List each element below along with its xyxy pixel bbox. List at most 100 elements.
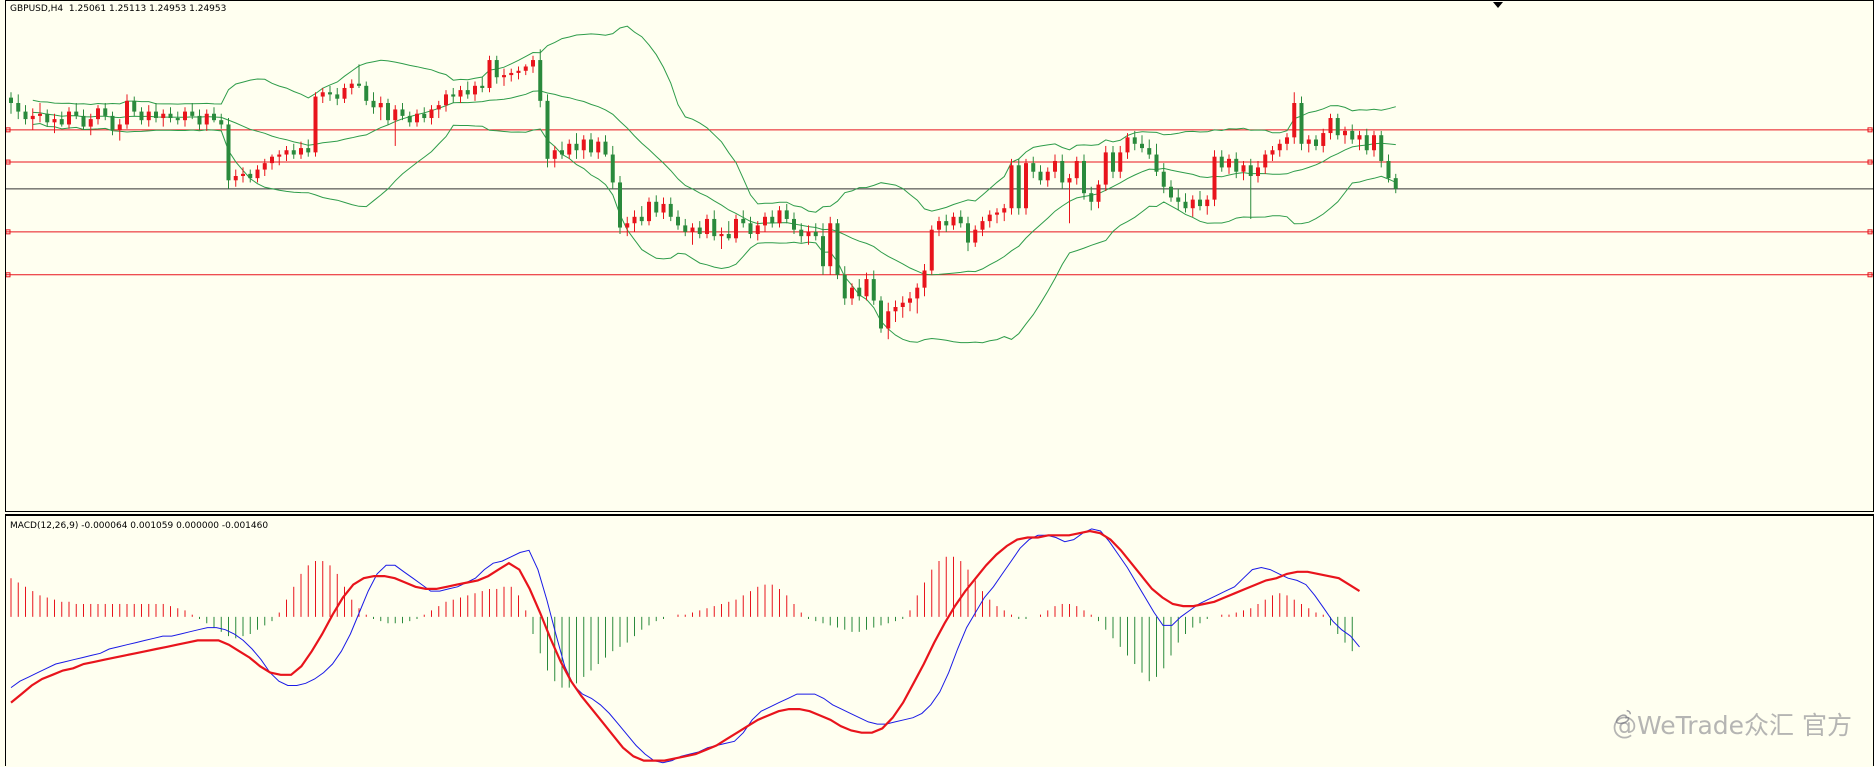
candle — [1350, 124, 1355, 144]
candle — [763, 212, 767, 232]
candle-body — [1024, 163, 1028, 209]
candle — [632, 210, 637, 232]
candle — [1009, 158, 1014, 215]
candle-body — [386, 103, 390, 121]
candle-body — [204, 113, 209, 125]
candle — [821, 223, 825, 275]
candle — [23, 105, 28, 125]
candle-body — [545, 100, 550, 159]
candle — [16, 94, 21, 120]
candle — [741, 210, 746, 228]
candle-body — [233, 176, 238, 181]
candle — [661, 197, 666, 219]
candle-body — [922, 270, 927, 288]
candle — [284, 145, 289, 161]
candle-body — [639, 216, 644, 222]
candle-body — [980, 221, 985, 230]
candle-body — [262, 163, 267, 170]
candle-body — [770, 216, 775, 224]
macd-pane[interactable]: MACD(12,26,9) -0.000064 0.001059 0.00000… — [5, 515, 1874, 766]
candle-body — [299, 148, 303, 155]
candle-body — [1118, 152, 1123, 172]
candle — [436, 100, 441, 119]
price-chart-pane[interactable]: GBPUSD,H4 1.25061 1.25113 1.24953 1.2495… — [5, 0, 1874, 512]
candle-body — [1227, 158, 1231, 168]
candle-body — [864, 279, 869, 297]
candle-body — [951, 216, 956, 226]
candle-body — [16, 103, 21, 112]
candle — [241, 167, 245, 183]
candle-body — [422, 113, 427, 119]
candle — [451, 87, 456, 103]
candle-body — [1256, 167, 1260, 177]
candle — [958, 210, 963, 228]
pane-separator[interactable] — [5, 512, 1874, 515]
candle — [1132, 130, 1137, 151]
price-chart-canvas[interactable] — [6, 1, 1873, 511]
candle — [52, 113, 57, 134]
candle — [96, 105, 100, 125]
candle-body — [480, 85, 485, 88]
candle-body — [886, 311, 891, 329]
candle-body — [451, 94, 456, 97]
candle-body — [850, 287, 854, 299]
candle — [407, 111, 412, 127]
candle — [1328, 113, 1333, 140]
candle — [386, 98, 390, 125]
candle — [429, 105, 434, 125]
candle-body — [161, 113, 166, 119]
candle-body — [1219, 156, 1224, 168]
candle-body — [241, 173, 245, 177]
candle-body — [995, 212, 999, 215]
candle-body — [538, 60, 543, 101]
candle-body — [88, 119, 93, 127]
candle — [1306, 135, 1311, 153]
candle — [139, 107, 144, 125]
level-anchor-left — [6, 159, 11, 165]
candle — [422, 107, 427, 123]
candle-body — [45, 113, 50, 123]
macd-canvas[interactable] — [6, 516, 1873, 767]
chart-shift-marker-icon[interactable] — [1493, 2, 1503, 8]
candle-body — [415, 113, 419, 123]
candle-body — [52, 119, 57, 123]
candle-body — [139, 111, 144, 121]
candle-body — [581, 139, 586, 151]
candle — [1118, 145, 1123, 179]
candle-body — [1241, 165, 1246, 172]
candle-body — [871, 279, 876, 301]
candle — [784, 203, 789, 224]
candle — [393, 105, 398, 146]
candle — [378, 96, 383, 121]
candle-body — [603, 141, 608, 155]
candle-body — [357, 83, 361, 86]
candle-body — [661, 203, 666, 213]
candle — [806, 225, 811, 245]
candle — [1045, 167, 1050, 187]
candle — [734, 214, 738, 243]
candle — [966, 216, 970, 252]
candle-body — [647, 201, 651, 222]
candle — [1103, 145, 1108, 192]
candle-body — [915, 287, 920, 299]
candle-body — [1147, 148, 1152, 155]
candle — [357, 64, 361, 88]
candle-body — [1306, 139, 1311, 144]
candle — [690, 223, 695, 245]
candle — [1016, 158, 1021, 215]
candle — [146, 105, 151, 127]
candle-body — [1198, 199, 1202, 207]
candle-body — [1343, 130, 1347, 136]
candle-body — [560, 150, 564, 155]
candle — [574, 133, 579, 159]
candle-body — [1154, 154, 1159, 172]
macd-values-label: -0.000064 0.001059 0.000000 -0.001460 — [81, 521, 269, 531]
candle — [777, 206, 782, 228]
candle-body — [226, 124, 231, 181]
candle-body — [567, 143, 572, 155]
candle — [755, 221, 760, 241]
candle — [1111, 145, 1115, 179]
candle-body — [320, 92, 325, 97]
candle-body — [328, 92, 332, 95]
candle-body — [74, 111, 79, 116]
